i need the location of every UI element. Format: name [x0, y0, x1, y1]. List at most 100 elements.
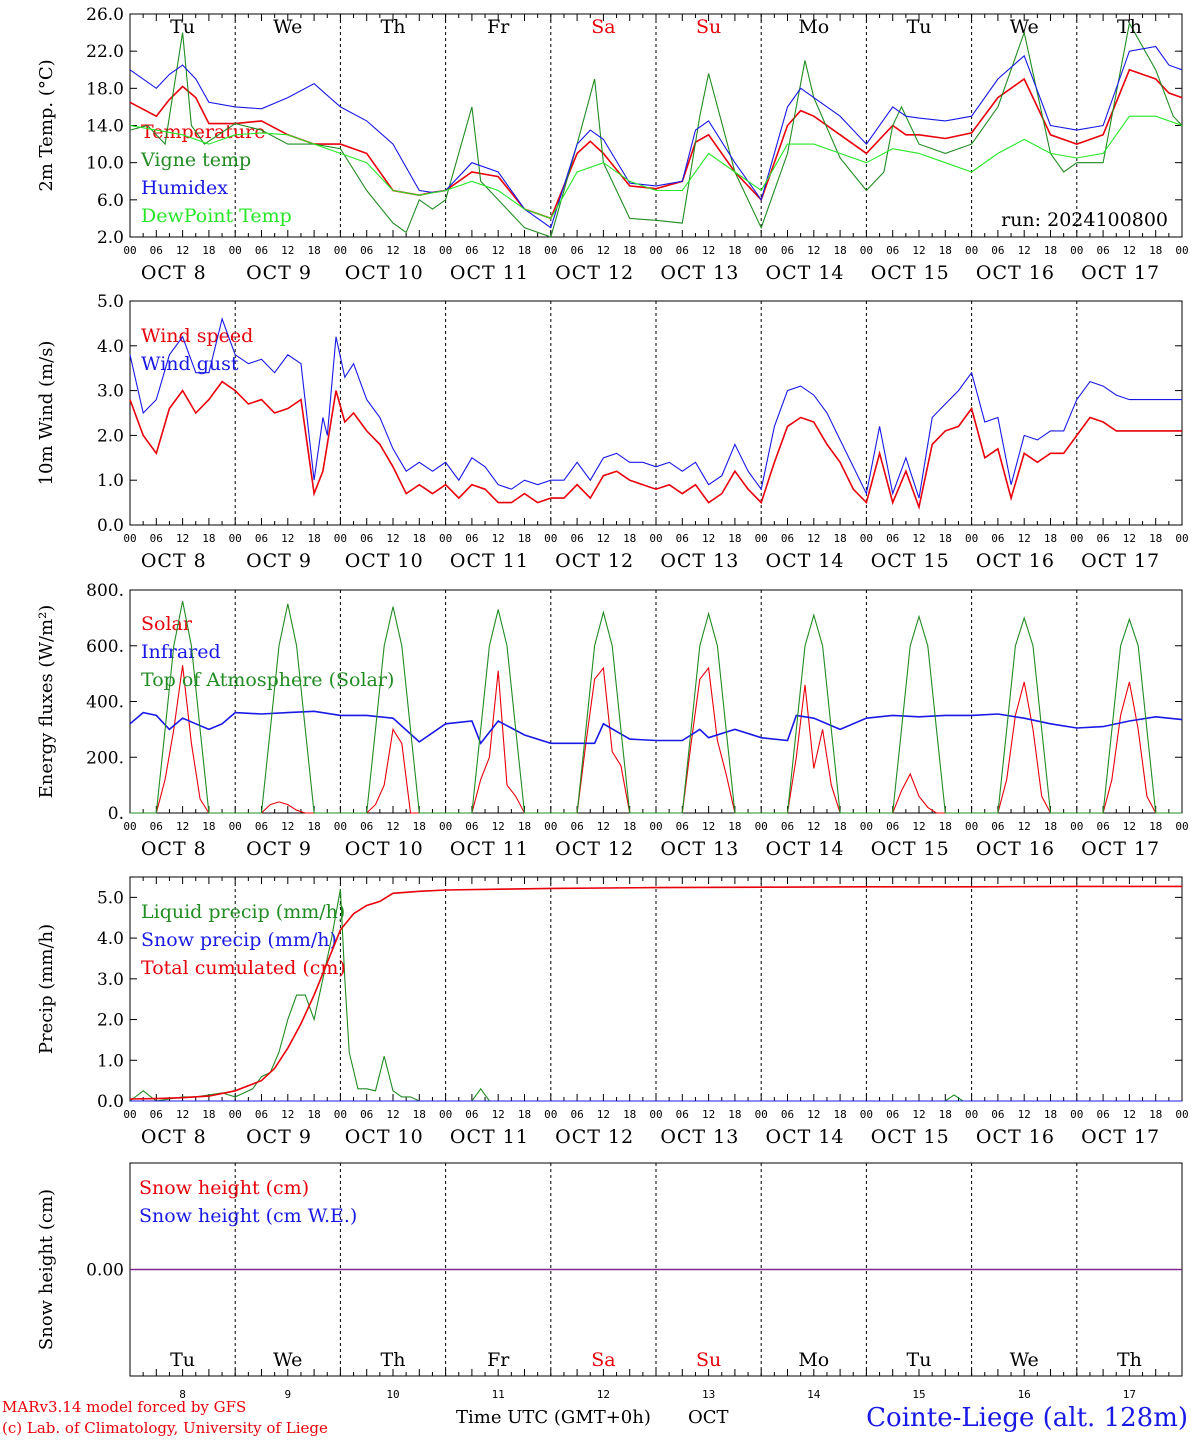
- day-number-label: 15: [912, 1388, 925, 1401]
- panel3-y-axis-label: Energy fluxes (W/m²): [36, 605, 57, 799]
- panel1-hour-tick-label: 00: [123, 244, 136, 257]
- panel3-hour-tick-label: 18: [1149, 820, 1162, 833]
- panel1-hour-tick-label: 06: [1096, 244, 1109, 257]
- panel1-date-label: OCT 15: [871, 262, 950, 284]
- panel4-hour-tick-label: 18: [1149, 1108, 1162, 1121]
- panel2-hour-tick-label: 18: [202, 532, 215, 545]
- panel2-hour-tick-label: 18: [413, 532, 426, 545]
- panel3-hour-tick-label: 12: [386, 820, 399, 833]
- panel1-hour-tick-label: 12: [807, 244, 820, 257]
- panel1-legend-entry: DewPoint Temp: [141, 205, 292, 227]
- panel3-hour-tick-label: 06: [465, 820, 478, 833]
- panel1-hour-tick-label: 12: [386, 244, 399, 257]
- panel1-hour-tick-label: 18: [413, 244, 426, 257]
- panel4-hour-tick-label: 12: [492, 1108, 505, 1121]
- panel2-series-line: [129, 380, 1182, 511]
- panel5-legend-entry: Snow height (cm): [139, 1177, 309, 1199]
- panel3-hour-tick-label: 00: [1175, 820, 1188, 833]
- panel1-hour-tick-label: 06: [360, 244, 373, 257]
- panel4-hour-tick-label: 06: [255, 1108, 268, 1121]
- panel4-legend-entry: Total cumulated (cm): [141, 957, 346, 979]
- panel2-hour-tick-label: 06: [570, 532, 583, 545]
- panel4-date-label: OCT 9: [246, 1126, 312, 1148]
- panel4-hour-tick-label: 12: [1018, 1108, 1031, 1121]
- panel4-date-label: OCT 15: [871, 1126, 950, 1148]
- panel2-hour-tick-label: 06: [886, 532, 899, 545]
- panel1-hour-tick-label: 12: [281, 244, 294, 257]
- panel1-hour-tick-label: 18: [1044, 244, 1057, 257]
- panel2-date-label: OCT 12: [555, 550, 634, 572]
- weekday-label: Fr: [487, 16, 510, 38]
- panel2-hour-tick-label: 18: [833, 532, 846, 545]
- panel2-hour-tick-label: 00: [755, 532, 768, 545]
- panel4-y-tick-label: 2.0: [97, 1011, 124, 1031]
- panel3-hour-tick-label: 18: [939, 820, 952, 833]
- panel3-date-label: OCT 11: [450, 838, 529, 860]
- panel2-hour-tick-label: 18: [518, 532, 531, 545]
- day-number-label: 10: [386, 1388, 399, 1401]
- panel1-y-tick-label: 14.0: [86, 117, 124, 137]
- weekday-label: Tu: [170, 16, 195, 38]
- panel3-legend-entry: Infrared: [141, 641, 221, 663]
- panel3-hour-tick-label: 18: [728, 820, 741, 833]
- panel4-hour-tick-label: 12: [807, 1108, 820, 1121]
- panel4-hour-tick-label: 00: [1070, 1108, 1083, 1121]
- panel1-hour-tick-label: 18: [939, 244, 952, 257]
- panel1-hour-tick-label: 12: [1018, 244, 1031, 257]
- panel4-hour-tick-label: 12: [912, 1108, 925, 1121]
- panel1-date-label: OCT 13: [660, 262, 739, 284]
- panel1-y-axis-label: 2m Temp. (°C): [36, 59, 57, 191]
- panel3-hour-tick-label: 18: [518, 820, 531, 833]
- panel3-hour-tick-label: 18: [307, 820, 320, 833]
- day-number-label: 8: [179, 1388, 186, 1401]
- panel2-hour-tick-label: 18: [939, 532, 952, 545]
- panel3-series-line: [129, 710, 1183, 745]
- panel3-hour-tick-label: 12: [1018, 820, 1031, 833]
- panel4-hour-tick-label: 18: [728, 1108, 741, 1121]
- panel4-date-label: OCT 14: [766, 1126, 845, 1148]
- panel4-hour-tick-label: 18: [518, 1108, 531, 1121]
- run-annotation: run: 2024100800: [1001, 209, 1168, 231]
- panel4-hour-tick-label: 06: [676, 1108, 689, 1121]
- panel2-y-tick-label: 0.0: [97, 516, 124, 536]
- panel4-y-tick-label: 4.0: [97, 929, 124, 949]
- panel1-legend-entry: Temperature: [141, 121, 265, 143]
- panel1-hour-tick-label: 00: [1070, 244, 1083, 257]
- panel2-hour-tick-label: 06: [150, 532, 163, 545]
- panel1-hour-tick-label: 06: [676, 244, 689, 257]
- panel2-y-axis-label: 10m Wind (m/s): [36, 341, 57, 486]
- panel1-date-label: OCT 14: [766, 262, 845, 284]
- panel3-y-tick-label: 400.: [86, 693, 124, 713]
- panel4-hour-tick-label: 18: [413, 1108, 426, 1121]
- panel3-hour-tick-label: 00: [965, 820, 978, 833]
- panel3-date-label: OCT 14: [766, 838, 845, 860]
- panel4-date-label: OCT 8: [141, 1126, 207, 1148]
- panel4-hour-tick-label: 18: [833, 1108, 846, 1121]
- weekday-label: Mo: [798, 16, 829, 38]
- x-axis-title: Time UTC (GMT+0h): [456, 1407, 651, 1428]
- panel3-hour-tick-label: 06: [255, 820, 268, 833]
- panel4-hour-tick-label: 12: [597, 1108, 610, 1121]
- panel3-hour-tick-label: 00: [229, 820, 242, 833]
- panel1-hour-tick-label: 18: [623, 244, 636, 257]
- panel2-hour-tick-label: 12: [597, 532, 610, 545]
- panel3-frame: [129, 589, 1183, 814]
- panel2-hour-tick-label: 12: [386, 532, 399, 545]
- panel3-hour-tick-label: 18: [833, 820, 846, 833]
- panel4-hour-tick-label: 00: [544, 1108, 557, 1121]
- panel4-hour-tick-label: 00: [755, 1108, 768, 1121]
- panel3-hour-tick-label: 00: [439, 820, 452, 833]
- station-name: Cointe-Liege (alt. 128m): [866, 1403, 1188, 1433]
- panel1-hour-tick-label: 06: [150, 244, 163, 257]
- panel1-frame: [129, 13, 1183, 238]
- panel3-y-tick-label: 0.: [108, 804, 124, 824]
- panel1-hour-tick-label: 12: [176, 244, 189, 257]
- panel1-hour-tick-label: 00: [334, 244, 347, 257]
- panel2-date-label: OCT 17: [1081, 550, 1160, 572]
- weekday-label: We: [1010, 16, 1039, 38]
- panel4-hour-tick-label: 12: [386, 1108, 399, 1121]
- panel2-hour-tick-label: 18: [623, 532, 636, 545]
- credit-line-2: (c) Lab. of Climatology, University of L…: [2, 1419, 328, 1437]
- panel1-hour-tick-label: 12: [597, 244, 610, 257]
- panel4-hour-tick-label: 06: [465, 1108, 478, 1121]
